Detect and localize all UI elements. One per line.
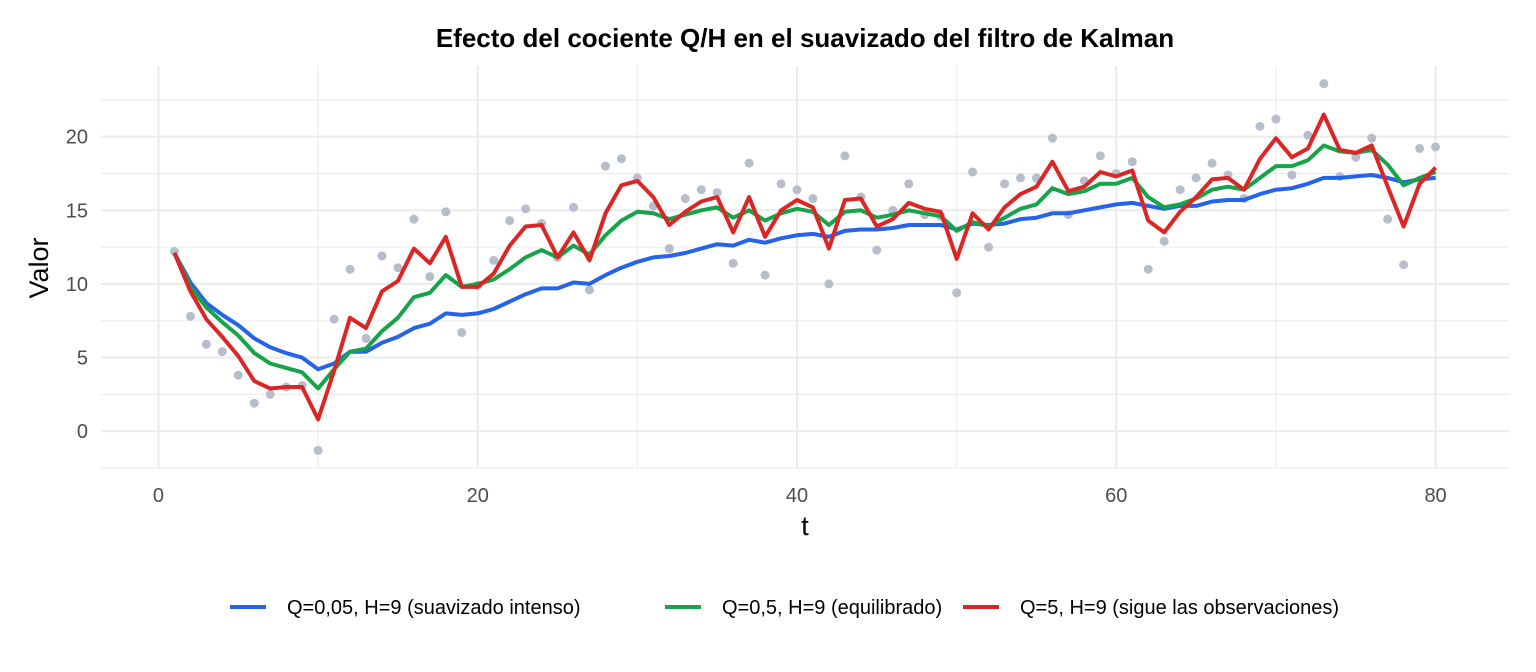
observation-point (425, 272, 435, 282)
observation-point (1399, 260, 1409, 270)
observation-point (744, 158, 754, 168)
observation-point (824, 279, 834, 289)
observation-point (712, 188, 722, 198)
observation-point (233, 370, 243, 380)
observation-point (728, 258, 738, 268)
observation-point (968, 167, 978, 177)
series-lines (172, 112, 1438, 422)
series-line-2 (172, 143, 1437, 391)
legend: Q=0,05, H=9 (suavizado intenso) Q=0,5, H=… (230, 597, 1339, 619)
observation-point (872, 245, 882, 255)
observation-point (776, 179, 786, 189)
observation-point (1367, 133, 1377, 143)
observation-point (185, 311, 195, 321)
observation-point (1127, 157, 1137, 167)
observation-point (441, 207, 451, 217)
observation-point (1047, 133, 1057, 143)
observation-point (345, 264, 355, 274)
observation-point (792, 185, 802, 195)
observation-point (1175, 185, 1185, 195)
series-line-3 (172, 112, 1438, 422)
observation-point (904, 179, 914, 189)
legend-label-3: Q=5, H=9 (sigue las observaciones) (1020, 597, 1339, 619)
observation-point (409, 214, 419, 224)
observation-points (169, 79, 1441, 455)
observation-point (664, 244, 674, 254)
y-tick-label: 15 (66, 200, 88, 222)
observation-point (1303, 130, 1313, 140)
observation-point (1255, 121, 1265, 131)
observation-point (313, 445, 323, 455)
y-tick-label: 20 (66, 127, 88, 149)
observation-point (1287, 170, 1297, 180)
observation-point (457, 328, 467, 338)
series-line-1 (172, 173, 1436, 372)
observation-point (760, 270, 770, 280)
y-axis-title: Valor (24, 237, 54, 298)
observation-point (840, 151, 850, 161)
observation-point (249, 398, 259, 408)
observation-point (600, 161, 610, 171)
observation-point (569, 202, 579, 212)
observation-point (521, 204, 531, 214)
observation-point (393, 263, 403, 273)
chart-title: Efecto del cociente Q/H en el suavizado … (436, 23, 1174, 53)
tick-labels: 0 20 40 60 80 0 5 10 15 20 (66, 127, 1447, 507)
x-tick-label: 20 (467, 485, 489, 507)
x-tick-label: 60 (1105, 485, 1127, 507)
observation-point (1143, 264, 1153, 274)
y-tick-label: 0 (77, 421, 88, 443)
x-tick-label: 40 (786, 485, 808, 507)
observation-point (696, 185, 706, 195)
observation-point (361, 333, 371, 343)
x-axis-title: t (801, 511, 809, 541)
observation-point (265, 389, 275, 399)
x-tick-label: 80 (1424, 485, 1446, 507)
observation-point (1383, 214, 1393, 224)
observation-point (1431, 142, 1441, 152)
observation-point (1319, 79, 1329, 89)
observation-point (505, 216, 515, 226)
observation-point (1016, 173, 1026, 183)
observation-point (377, 251, 387, 261)
observation-point (1351, 152, 1361, 162)
observation-point (984, 242, 994, 252)
observation-point (1000, 179, 1010, 189)
observation-point (1271, 114, 1281, 124)
observation-point (489, 255, 499, 265)
observation-point (1095, 151, 1105, 161)
observation-point (616, 154, 626, 164)
observation-point (1191, 173, 1201, 183)
observation-point (329, 314, 339, 324)
observation-point (808, 194, 818, 204)
observation-point (680, 194, 690, 204)
legend-label-1: Q=0,05, H=9 (suavizado intenso) (287, 597, 581, 619)
observation-point (217, 347, 227, 357)
observation-point (1415, 143, 1425, 153)
y-tick-label: 5 (77, 348, 88, 370)
x-tick-label: 0 (153, 485, 164, 507)
observation-point (584, 285, 594, 295)
observation-point (1159, 236, 1169, 246)
legend-label-2: Q=0,5, H=9 (equilibrado) (722, 597, 942, 619)
observation-point (952, 288, 962, 298)
observation-point (1207, 158, 1217, 168)
y-tick-label: 10 (66, 274, 88, 296)
observation-point (201, 339, 211, 349)
